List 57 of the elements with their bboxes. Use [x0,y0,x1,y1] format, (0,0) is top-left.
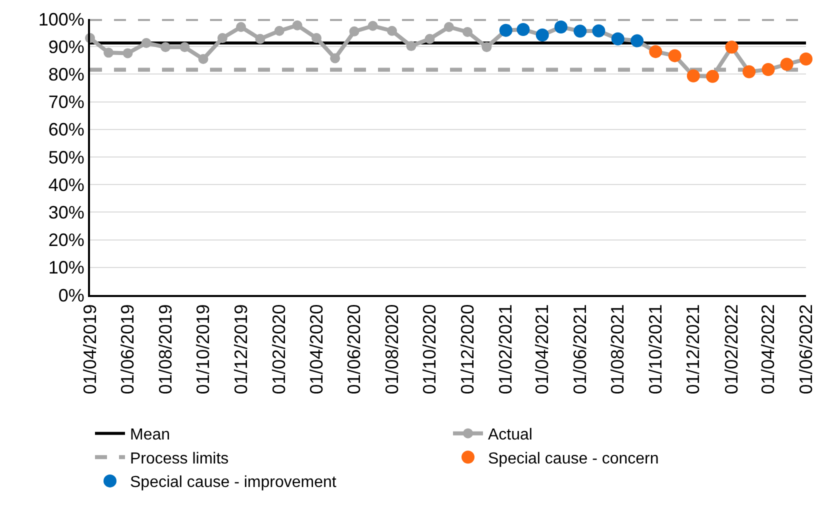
point [141,38,152,48]
point [292,20,302,30]
x-tick-label: 01/06/2021 [570,304,590,394]
point [255,34,266,44]
x-tick-label: 01/12/2019 [230,304,251,394]
point [444,22,454,32]
legend-label: Actual [488,426,532,444]
point [406,41,416,52]
x-tick-label: 01/04/2022 [758,304,778,394]
y-tick-label: 60% [48,120,84,140]
legend-label: Mean [130,426,170,444]
point [330,53,340,64]
x-tick-label: 01/08/2021 [608,304,628,394]
x-tick-label: 01/08/2019 [155,304,176,394]
point [217,33,228,44]
x-tick-label: 01/02/2020 [269,304,290,394]
point [368,20,378,31]
point [274,26,284,36]
x-tick-label: 01/10/2020 [420,304,440,394]
y-tick-label: 30% [48,202,84,222]
point [386,26,397,36]
point [160,42,170,52]
x-tick-label: 01/04/2019 [80,304,100,394]
legend-label: Process limits [130,450,229,468]
point [349,26,360,36]
y-tick-label: 90% [48,36,84,57]
point [462,26,472,37]
x-tick-label: 01/04/2021 [532,304,552,394]
x-tick-label: 01/08/2020 [382,304,402,394]
y-tick-label: 40% [48,174,84,195]
y-tick-label: 20% [48,230,84,250]
x-tick-label: 01/06/2019 [118,304,138,394]
x-tick-label: 01/10/2021 [645,304,666,394]
point [424,34,435,44]
x-tick-label: 01/06/2020 [344,304,364,394]
y-tick-label: 70% [48,92,84,112]
point [180,42,190,52]
point [104,48,114,58]
x-tick-label: 01/04/2020 [306,304,326,394]
x-tick-label: 01/06/2022 [796,304,816,394]
x-tick-label: 01/10/2019 [193,304,214,394]
y-tick-label: 10% [48,258,84,278]
legend-label: Special cause - concern [488,450,659,468]
point [312,33,322,44]
point [236,22,246,32]
y-tick-label: 0% [58,285,84,306]
y-tick-label: 50% [48,147,84,168]
point [198,54,208,64]
x-tick-label: 01/12/2020 [457,304,478,394]
x-tick-label: 01/12/2021 [683,304,704,394]
legend-label: Special cause - improvement [130,474,337,492]
x-tick-label: 01/02/2022 [722,304,742,394]
y-tick-label: 80% [48,64,84,84]
point [482,42,492,52]
point [122,48,133,58]
x-tick-label: 01/02/2021 [496,304,516,394]
y-tick-label: 100% [38,9,84,30]
